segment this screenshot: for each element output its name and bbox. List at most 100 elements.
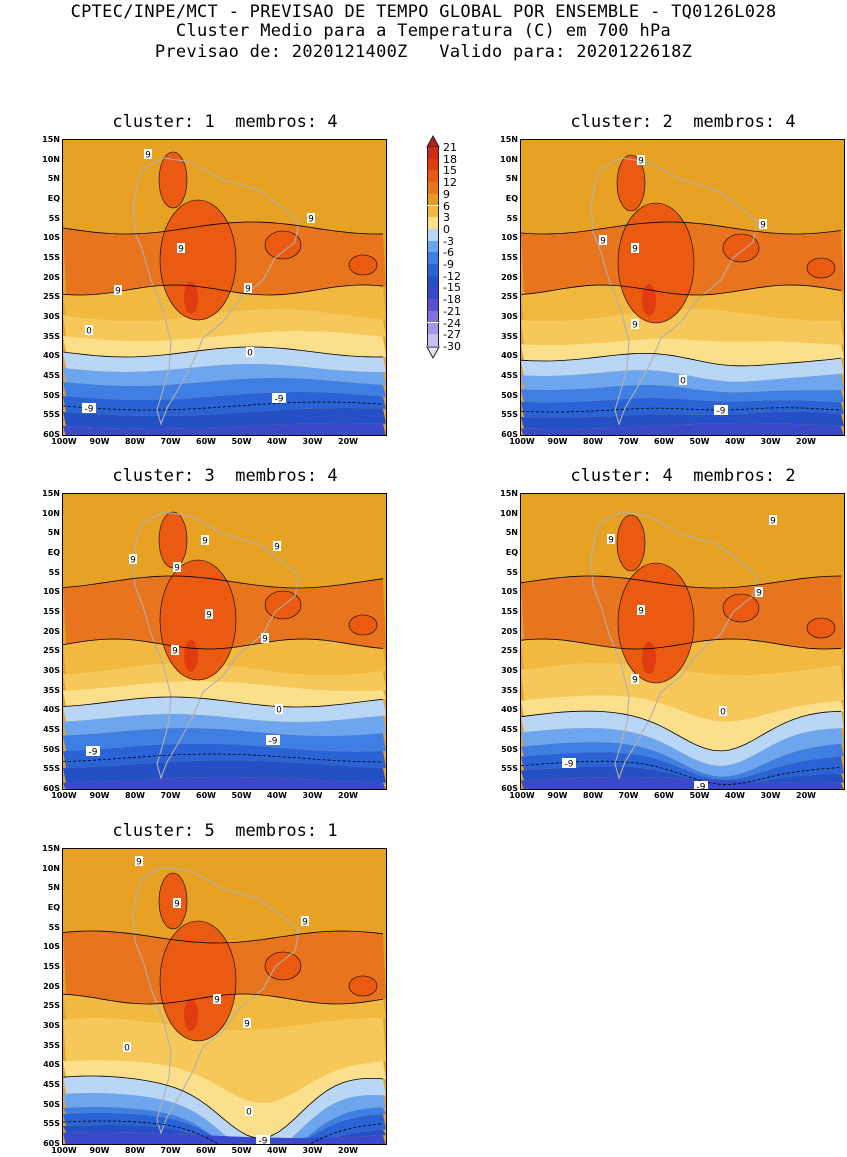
temperature-band (63, 777, 386, 789)
contour-label: 0 (245, 1106, 253, 1118)
colorbar-swatch (427, 240, 439, 253)
lon-tick-label: 40W (725, 791, 745, 800)
colorbar-swatch (427, 205, 439, 218)
temperature-band (63, 1060, 386, 1139)
temperature-band (63, 1132, 386, 1144)
lat-tick-label: 35S (43, 331, 60, 341)
lon-tick-label: 30W (302, 791, 323, 800)
lat-tick-label: EQ (47, 194, 60, 203)
lat-tick-label: 25S (43, 292, 60, 302)
contour-label: 0 (719, 706, 727, 718)
lat-tick-label: 30S (43, 312, 60, 321)
map-panel: 9 9 9 9 9 0 -9 (520, 139, 845, 436)
svg-text:9: 9 (244, 1020, 250, 1030)
svg-text:9: 9 (756, 589, 762, 599)
warm-core (722, 593, 760, 623)
temperature-band (521, 777, 844, 789)
lat-tick-label: 5S (48, 922, 60, 932)
colorbar-label: 21 (443, 141, 457, 154)
temperature-band (521, 385, 844, 403)
lat-tick-label: 30S (501, 312, 518, 321)
contour-label: 9 (273, 541, 281, 553)
warm-core (158, 511, 188, 569)
colorbar-swatch (427, 170, 439, 183)
warm-core (264, 230, 302, 260)
colorbar-swatch (427, 310, 439, 323)
contour-line (521, 284, 842, 296)
lat-tick-label: 55S (43, 1119, 60, 1129)
lat-tick-label: 10N (500, 154, 518, 164)
lat-tick-label: EQ (505, 548, 518, 557)
contour-line (63, 696, 384, 708)
temperature-band (63, 378, 386, 400)
contour-label: 0 (123, 1042, 131, 1054)
temperature-band (63, 728, 386, 752)
contour-label: -9 (694, 781, 708, 789)
contour-label: 9 (173, 898, 181, 910)
contour-label: 9 (631, 319, 639, 331)
colorbar-swatch (427, 158, 439, 171)
lon-tick-label: 80W (583, 437, 603, 446)
lat-tick-label: 60S (43, 784, 60, 793)
svg-text:9: 9 (632, 321, 638, 331)
svg-text:0: 0 (680, 377, 686, 387)
warm-core (617, 562, 695, 684)
colorbar-swatch (427, 334, 439, 346)
colorbar-label: 3 (443, 211, 450, 225)
contour-line (63, 993, 384, 1005)
temperature-band (521, 766, 844, 786)
contour-label: 9 (173, 562, 181, 574)
lat-tick-label: 10N (500, 508, 518, 518)
lat-tick-label: 15N (500, 489, 518, 498)
lon-tick-label: 20W (338, 791, 358, 800)
lon-tick-label: 90W (89, 1146, 110, 1155)
contour-line (63, 346, 384, 358)
lat-tick-label: 5N (47, 883, 60, 893)
temperature-band (63, 1107, 386, 1144)
temperature-band (521, 728, 844, 777)
contour-label: 0 (246, 347, 254, 359)
temperature-band (63, 1076, 386, 1144)
warm-core (348, 975, 378, 997)
lon-tick-label: 40W (267, 1146, 287, 1155)
colorbar-label: 9 (443, 187, 450, 201)
lon-tick-label: 50W (231, 1146, 252, 1155)
lat-tick-label: 15S (501, 253, 518, 262)
colorbar-swatch (427, 322, 439, 335)
contour-label: 9 (177, 243, 185, 255)
lon-tick-label: 100W (51, 791, 77, 800)
colorbar-label: -18 (443, 293, 461, 307)
lon-tick-label: 70W (160, 1146, 181, 1155)
contour-line (63, 1075, 384, 1139)
lat-tick-label: 15S (43, 962, 60, 971)
temperature-band (521, 411, 844, 429)
hot-core (184, 640, 198, 672)
lat-tick-label: 5N (47, 528, 60, 538)
colorbar-label: 15 (443, 164, 457, 178)
lat-tick-label: 15N (500, 135, 518, 144)
lat-tick-label: 15S (43, 607, 60, 616)
lon-tick-label: 70W (618, 791, 639, 800)
lat-tick-label: 55S (43, 410, 60, 420)
svg-text:0: 0 (124, 1044, 130, 1054)
lat-tick-label: 60S (501, 430, 518, 439)
temperature-band (521, 338, 844, 366)
lon-tick-label: 90W (547, 791, 568, 800)
lon-tick-label: 90W (89, 437, 110, 446)
panel-title: cluster: 3 membros: 4 (112, 466, 338, 486)
lat-tick-label: 35S (43, 1040, 60, 1050)
warm-core (806, 257, 836, 279)
lat-tick-label: 5S (48, 567, 60, 577)
colorbar-swatch (427, 252, 439, 264)
lat-tick-label: 10S (501, 233, 518, 243)
lon-tick-label: 100W (509, 791, 535, 800)
hot-core (184, 282, 198, 314)
svg-text:0: 0 (246, 1108, 252, 1118)
lat-tick-label: 20S (43, 981, 60, 991)
warm-core (159, 920, 237, 1042)
svg-text:9: 9 (638, 607, 644, 617)
contour-label: 9 (135, 856, 143, 868)
lat-tick-label: EQ (47, 903, 60, 912)
lon-tick-label: 60W (654, 437, 674, 446)
map-panel: 9 9 9 9 9 9 9 0 -9 -9 (62, 493, 387, 790)
